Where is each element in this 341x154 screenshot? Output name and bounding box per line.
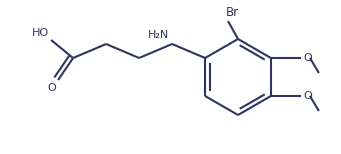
Text: O: O — [303, 91, 312, 101]
Text: O: O — [303, 53, 312, 63]
Text: O: O — [47, 83, 56, 93]
Text: H₂N: H₂N — [148, 30, 169, 40]
Text: Br: Br — [226, 6, 239, 19]
Text: HO: HO — [32, 28, 49, 38]
